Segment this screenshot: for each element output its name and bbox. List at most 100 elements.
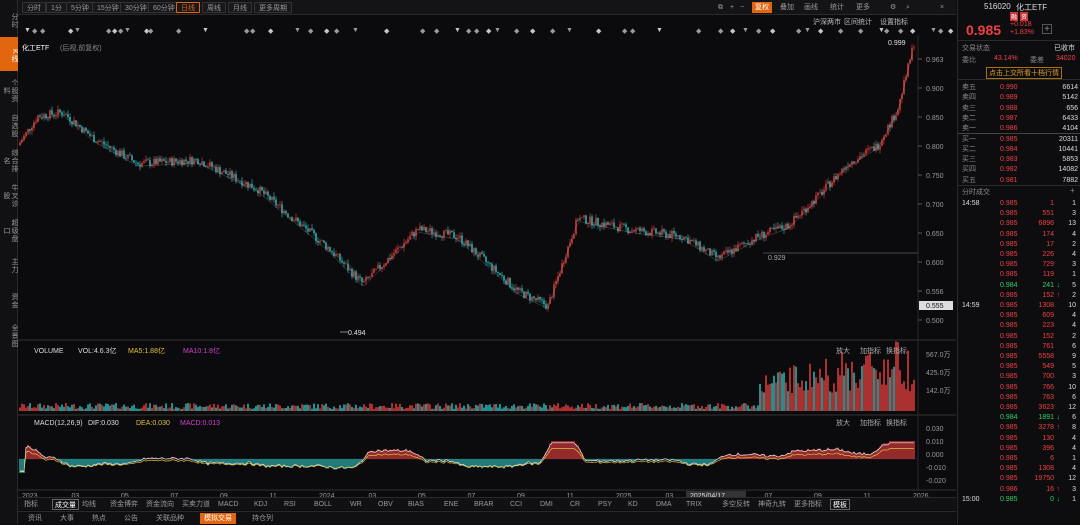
- period-button-2[interactable]: 5分钟: [66, 2, 94, 13]
- event-marker[interactable]: ◆: [530, 27, 535, 35]
- search-icon[interactable]: ⌕: [906, 2, 910, 13]
- indicator-tab-20[interactable]: DMA: [656, 499, 672, 510]
- event-marker[interactable]: ▼: [566, 27, 573, 34]
- event-marker[interactable]: ◆: [106, 27, 111, 35]
- footer-tab-5[interactable]: 模拟交易: [200, 513, 236, 524]
- event-marker[interactable]: ◆: [858, 27, 863, 35]
- indicator-tab-0[interactable]: 指标: [24, 499, 38, 510]
- minus-icon[interactable]: −: [740, 2, 744, 13]
- event-marker[interactable]: ◆: [486, 27, 491, 35]
- left-tab-0[interactable]: 分时: [0, 2, 18, 36]
- share-icon[interactable]: ⧉: [718, 2, 723, 13]
- event-marker[interactable]: ◆: [838, 27, 843, 35]
- event-marker[interactable]: ◆: [938, 27, 943, 35]
- event-marker[interactable]: ◆: [68, 27, 73, 35]
- event-marker[interactable]: ◆: [112, 27, 117, 35]
- close-icon[interactable]: ×: [940, 2, 944, 13]
- indicator-tab-4[interactable]: 资金流向: [146, 499, 174, 510]
- event-marker[interactable]: ◆: [818, 27, 823, 35]
- event-marker[interactable]: ◆: [718, 27, 723, 35]
- indicator-tab-25[interactable]: 模板: [830, 499, 850, 510]
- event-marker[interactable]: ◆: [884, 27, 889, 35]
- event-marker[interactable]: ◆: [434, 27, 439, 35]
- left-tab-6[interactable]: 超级盘口: [0, 212, 18, 246]
- indicator-tab-2[interactable]: 均线: [82, 499, 96, 510]
- footer-tab-6[interactable]: 持仓列: [248, 513, 277, 524]
- event-marker[interactable]: ◆: [308, 27, 313, 35]
- event-marker[interactable]: ◆: [32, 27, 37, 35]
- indicator-tab-22[interactable]: 多空反转: [722, 499, 750, 510]
- indicator-tab-7[interactable]: KDJ: [254, 499, 267, 510]
- set-indicator-button[interactable]: 设置指标: [880, 17, 908, 27]
- event-marker[interactable]: ◆: [910, 27, 915, 35]
- indicator-tab-14[interactable]: BRAR: [474, 499, 493, 510]
- indicator-tab-5[interactable]: 买卖力道: [182, 499, 210, 510]
- indicator-tab-11[interactable]: OBV: [378, 499, 393, 510]
- period-button-0[interactable]: 分时: [22, 2, 46, 13]
- plus-icon[interactable]: +: [730, 2, 734, 13]
- event-marker[interactable]: ▼: [294, 27, 301, 34]
- event-marker[interactable]: ▼: [494, 27, 501, 34]
- tool-stats[interactable]: 统计: [830, 2, 844, 13]
- tool-more[interactable]: 更多: [856, 2, 870, 13]
- indicator-tab-10[interactable]: WR: [350, 499, 362, 510]
- market-select[interactable]: 沪深两市: [813, 17, 841, 27]
- event-marker[interactable]: ◆: [250, 27, 255, 35]
- event-marker[interactable]: ◆: [474, 27, 479, 35]
- period-button-6[interactable]: 日线: [176, 2, 200, 13]
- period-button-8[interactable]: 月线: [228, 2, 252, 13]
- footer-tab-2[interactable]: 热点: [88, 513, 110, 524]
- indicator-tab-18[interactable]: PSY: [598, 499, 612, 510]
- event-marker[interactable]: ▼: [202, 27, 209, 34]
- event-marker[interactable]: ◆: [514, 27, 519, 35]
- event-marker[interactable]: ◆: [148, 27, 153, 35]
- left-tab-2[interactable]: 个股资料: [0, 72, 18, 106]
- left-tab-8[interactable]: 资金: [0, 282, 18, 316]
- event-marker[interactable]: ▼: [124, 27, 131, 34]
- event-marker[interactable]: ◆: [550, 27, 555, 35]
- event-marker[interactable]: ◆: [118, 27, 123, 35]
- event-marker[interactable]: ▼: [24, 27, 31, 34]
- event-marker[interactable]: ◆: [324, 27, 329, 35]
- range-stats-button[interactable]: 区间统计: [844, 17, 872, 27]
- left-tab-7[interactable]: 主力: [0, 247, 18, 281]
- event-marker[interactable]: ◆: [334, 27, 339, 35]
- event-marker[interactable]: ▼: [454, 27, 461, 34]
- event-marker[interactable]: ▼: [742, 27, 749, 34]
- event-marker[interactable]: ◆: [796, 27, 801, 35]
- trades-expand-icon[interactable]: +: [1070, 186, 1075, 195]
- period-button-1[interactable]: 1分: [46, 2, 67, 13]
- indicator-tab-15[interactable]: CCI: [510, 499, 522, 510]
- footer-tab-1[interactable]: 大事: [56, 513, 78, 524]
- left-tab-3[interactable]: 自选股: [0, 107, 18, 141]
- indicator-tab-24[interactable]: 更多指标: [794, 499, 822, 510]
- event-marker[interactable]: ◆: [696, 27, 701, 35]
- indicator-tab-23[interactable]: 神奇九转: [758, 499, 786, 510]
- event-marker[interactable]: ◆: [384, 27, 389, 35]
- event-marker[interactable]: ◆: [420, 27, 425, 35]
- footer-tab-3[interactable]: 公告: [120, 513, 142, 524]
- indicator-tab-12[interactable]: BIAS: [408, 499, 424, 510]
- indicator-tab-13[interactable]: ENE: [444, 499, 458, 510]
- event-marker[interactable]: ◆: [176, 27, 181, 35]
- event-marker[interactable]: ▼: [352, 27, 359, 34]
- event-marker[interactable]: ▼: [656, 27, 663, 34]
- left-tab-9[interactable]: 全景图: [0, 317, 18, 351]
- event-marker[interactable]: ◆: [948, 27, 953, 35]
- indicator-tab-8[interactable]: RSI: [284, 499, 296, 510]
- footer-tab-0[interactable]: 资讯: [24, 513, 46, 524]
- event-marker[interactable]: ◆: [268, 27, 273, 35]
- indicator-tab-9[interactable]: BOLL: [314, 499, 332, 510]
- event-marker[interactable]: ◆: [244, 27, 249, 35]
- event-marker[interactable]: ◆: [630, 27, 635, 35]
- left-tab-4[interactable]: 综合排名: [0, 142, 18, 176]
- event-marker[interactable]: ◆: [466, 27, 471, 35]
- event-marker[interactable]: ▼: [74, 27, 81, 34]
- event-marker[interactable]: ◆: [756, 27, 761, 35]
- event-marker[interactable]: ◆: [622, 27, 627, 35]
- period-button-9[interactable]: 更多周期: [254, 2, 292, 13]
- gear-icon[interactable]: ⚙: [890, 2, 896, 13]
- indicator-tab-17[interactable]: CR: [570, 499, 580, 510]
- tool-overlay[interactable]: 叠加: [780, 2, 794, 13]
- tool-fq[interactable]: 复权: [752, 2, 772, 13]
